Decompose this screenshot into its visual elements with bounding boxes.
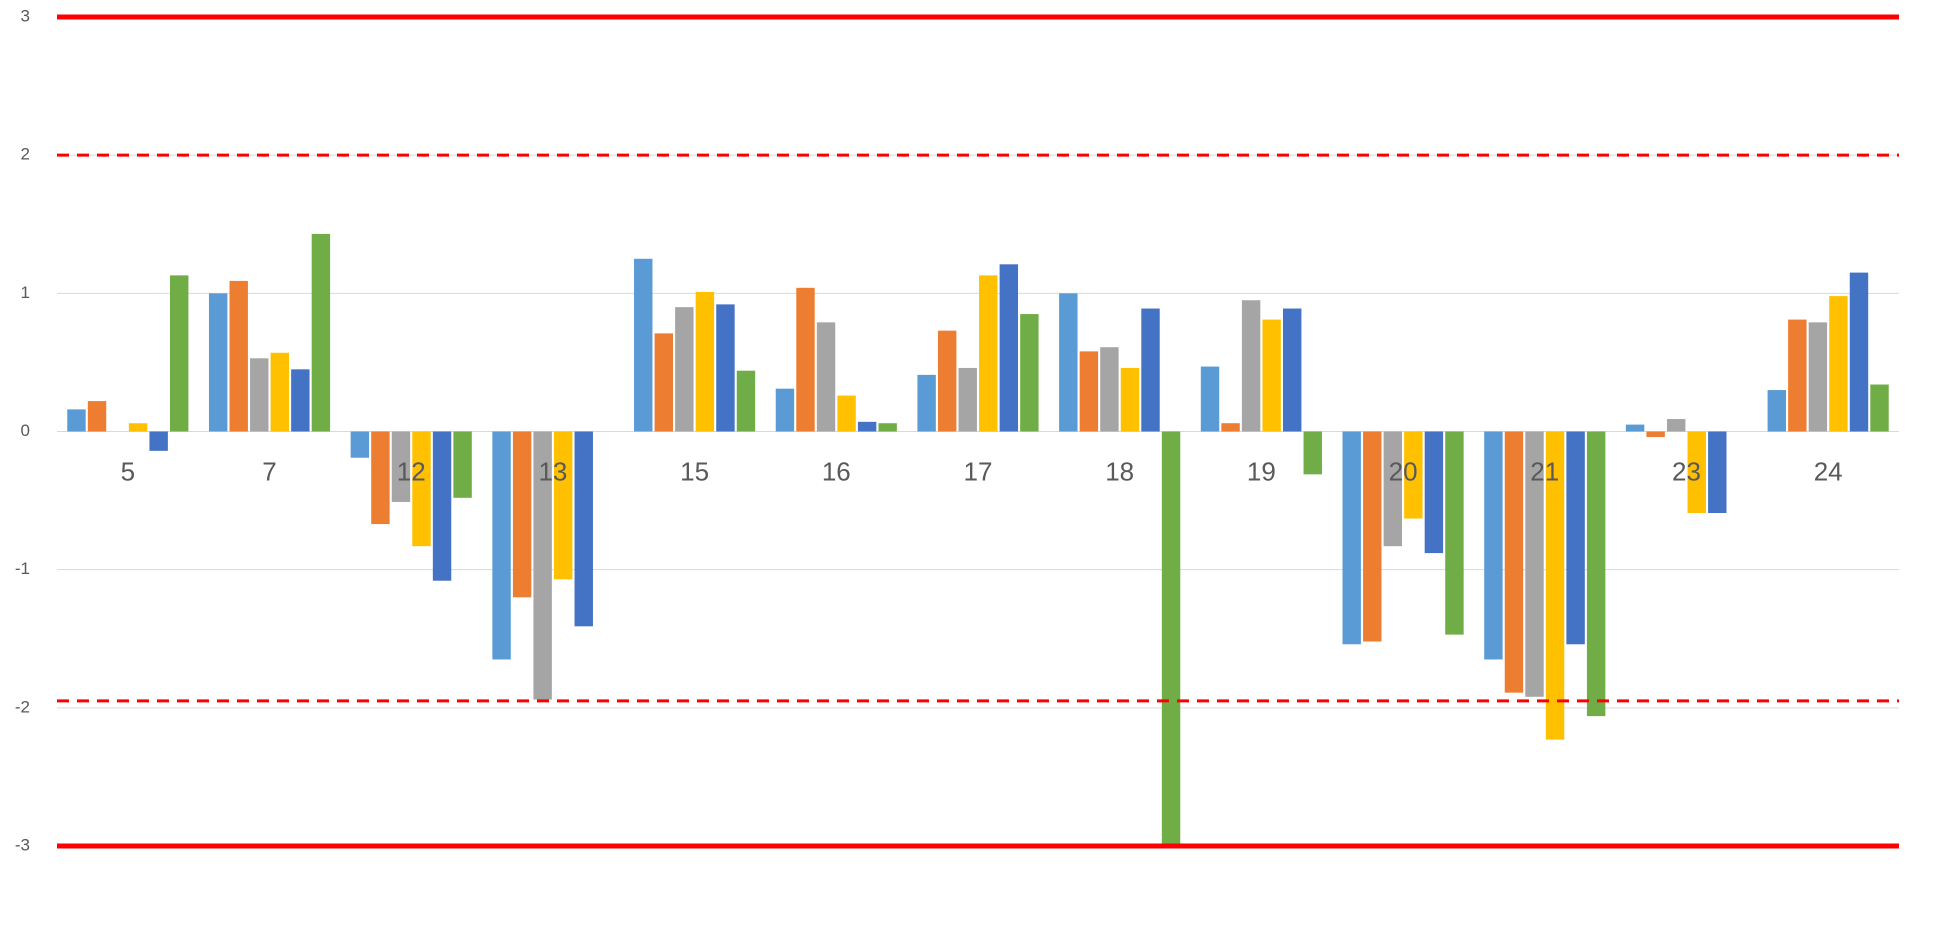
x-tick-label: 15 [680,456,709,486]
x-tick-label: 23 [1672,456,1701,486]
x-tick-label: 19 [1247,456,1276,486]
bar [291,369,310,432]
bar [675,307,694,432]
bar [958,367,977,432]
x-tick-label: 21 [1530,456,1559,486]
bar [67,409,86,432]
bar [999,264,1019,432]
bar [1120,367,1140,432]
bar [311,233,331,432]
bar [775,388,795,432]
bar [553,431,573,580]
bar [917,374,936,432]
y-tick-label: -2 [15,697,30,716]
x-tick-label: 16 [822,456,851,486]
bar [1687,431,1706,514]
bar [837,395,856,432]
bar [1445,431,1464,635]
bar [736,370,756,432]
y-tick-label: -1 [15,559,30,578]
x-tick-label: 7 [262,456,276,486]
bar [229,280,248,432]
x-tick-label: 13 [538,456,567,486]
bar [1808,322,1828,432]
bar [1303,431,1322,475]
x-tick-label: 12 [397,456,426,486]
bar [1829,296,1848,432]
bar [1363,431,1382,642]
bar [1079,351,1099,432]
bar [979,275,998,432]
bar [1404,431,1423,519]
bar [1262,319,1281,432]
bar [1200,366,1220,432]
x-tick-label: 24 [1814,456,1843,486]
bar [634,258,653,432]
bar [432,431,452,581]
bar [87,401,107,432]
bar [1767,390,1787,432]
bar [574,431,593,627]
bar [1221,423,1240,432]
bar [1586,431,1606,717]
bar [1100,347,1119,432]
bar [1241,300,1261,432]
x-tick-label: 5 [121,456,135,486]
bar [878,423,897,432]
bar [512,431,532,598]
bar [857,421,877,432]
bar [533,431,552,700]
bar [208,293,228,432]
bar [1666,419,1686,432]
bar [1525,431,1544,697]
bar [1282,308,1302,432]
x-tick-label: 20 [1389,456,1418,486]
y-tick-label: -3 [15,835,30,854]
bar [1424,431,1444,554]
bar [1545,431,1565,740]
bar [695,291,715,432]
bar [1383,431,1403,547]
bar [391,431,411,502]
bar [1566,431,1585,645]
bar [1161,431,1181,846]
bar [1870,384,1889,432]
y-tick-label: 3 [21,6,30,25]
bar [412,431,431,547]
bar [371,431,390,525]
bar [1020,314,1039,432]
bar [250,358,269,432]
bar [796,287,815,432]
y-tick-label: 1 [21,283,30,302]
bar [1059,293,1078,432]
bar [1849,272,1869,432]
bar [453,431,472,498]
y-tick-label: 2 [21,145,30,164]
bar [128,423,148,432]
x-tick-label: 17 [964,456,993,486]
bar [937,330,957,432]
bar [654,333,674,432]
bar [492,431,511,660]
bar [169,275,189,432]
x-tick-label: 18 [1105,456,1134,486]
bar [816,322,836,432]
bar [350,431,370,458]
bar [270,352,290,432]
bar [1484,431,1503,660]
y-tick-label: 0 [21,421,30,440]
bar [716,304,735,432]
bar [1646,431,1665,438]
bar [1788,319,1807,432]
bar [1141,308,1160,432]
bar [1625,424,1645,432]
bar [1504,431,1524,693]
bar [1708,431,1727,514]
bar [149,431,168,451]
bar [1342,431,1361,645]
